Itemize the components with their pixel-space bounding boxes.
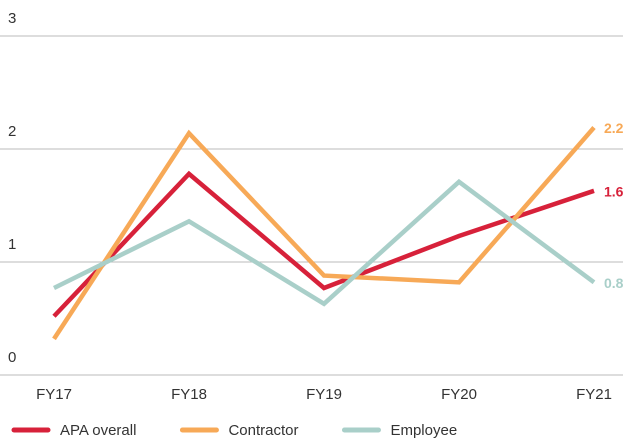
series-line: [52, 170, 595, 318]
x-tick-label: FY19: [306, 386, 342, 403]
x-tick-label: FY18: [171, 386, 207, 403]
x-tick-label: FY17: [36, 386, 72, 403]
legend-label: Employee: [390, 422, 457, 439]
y-tick-label: 1: [8, 236, 16, 253]
legend-label: APA overall: [60, 422, 136, 439]
end-label: 1.6: [604, 184, 623, 200]
end-label: 0.8: [604, 275, 623, 291]
x-tick-label: FY21: [576, 386, 612, 403]
y-tick-label: 0: [8, 349, 16, 366]
series-line: [53, 178, 596, 307]
y-tick-label: 2: [8, 123, 16, 140]
x-tick-label: FY20: [441, 386, 477, 403]
legend-label: Contractor: [228, 422, 298, 439]
y-tick-label: 3: [8, 10, 16, 27]
series-line: [52, 126, 596, 341]
end-label: 2.2: [604, 120, 623, 136]
